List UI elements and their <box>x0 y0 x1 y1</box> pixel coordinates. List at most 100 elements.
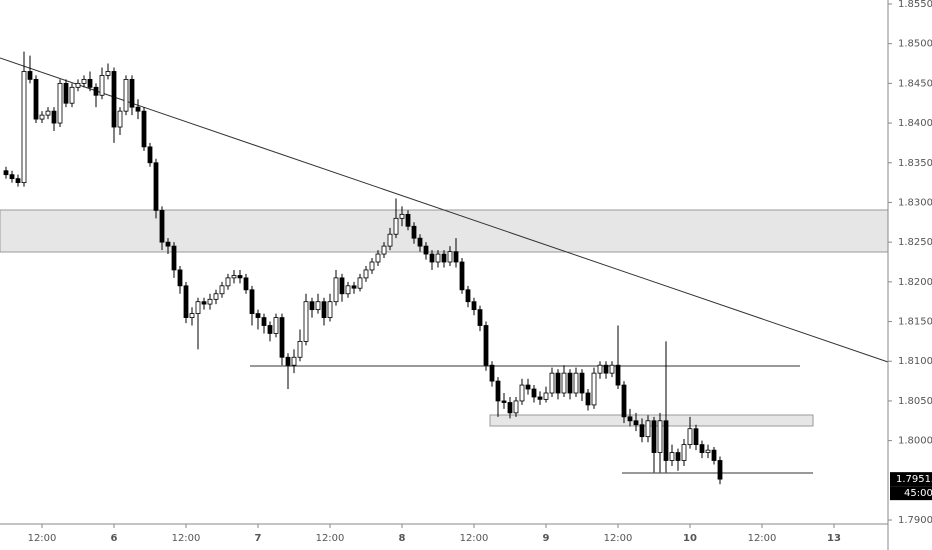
candle-body <box>423 245 429 255</box>
candle-body <box>525 384 531 390</box>
candle-body <box>237 275 243 279</box>
candle-body <box>255 313 261 318</box>
candle-body <box>471 301 477 311</box>
candle-body <box>171 245 177 271</box>
candle-body <box>135 106 141 112</box>
candle-body <box>657 420 663 453</box>
candle-body <box>591 372 597 406</box>
x-tick-label: 12:00 <box>748 533 777 544</box>
candle-body <box>51 110 57 124</box>
price-label-box <box>890 472 932 487</box>
x-tick-label: 13 <box>827 533 841 544</box>
y-tick-label: 1.84000 <box>898 118 932 129</box>
candle-body <box>519 384 525 402</box>
candle-body <box>69 86 75 104</box>
candle-body <box>267 325 273 334</box>
candle-body <box>345 285 351 295</box>
candle-body <box>585 392 591 406</box>
candle-body <box>375 253 381 263</box>
candle-body <box>369 261 375 271</box>
candle-body <box>339 277 345 295</box>
y-tick-label: 1.80500 <box>898 396 932 407</box>
candle-body <box>309 301 315 311</box>
candle-body <box>549 372 555 394</box>
candle-body <box>213 293 219 300</box>
candle-body <box>129 78 135 108</box>
candle-body <box>3 170 9 176</box>
candle-body <box>351 285 357 289</box>
x-tick-label: 12:00 <box>604 533 633 544</box>
candle-body <box>9 174 15 180</box>
countdown: 45:00 <box>904 488 932 499</box>
candle-body <box>501 400 507 403</box>
candle-body <box>261 317 267 326</box>
candle-body <box>621 384 627 418</box>
candle-body <box>291 356 297 366</box>
candle-body <box>477 309 483 326</box>
candle-body <box>537 396 543 400</box>
candle-body <box>495 380 501 402</box>
candle-body <box>627 416 633 422</box>
candle-body <box>429 253 435 263</box>
candle-body <box>219 285 225 295</box>
y-tick-label: 1.82500 <box>898 237 932 248</box>
candle-body <box>183 285 189 318</box>
candle-body <box>357 277 363 289</box>
y-tick-label: 1.81500 <box>898 317 932 328</box>
countdown-box <box>890 486 932 501</box>
candle-body <box>393 217 399 235</box>
candle-body <box>441 253 447 263</box>
candle-body <box>297 340 303 358</box>
candle-body <box>303 301 309 342</box>
candle-body <box>75 82 81 88</box>
candle-body <box>645 420 651 438</box>
candle-body <box>693 428 699 446</box>
candle-body <box>447 251 453 263</box>
x-tick-label: 8 <box>399 533 406 544</box>
candle-body <box>615 364 621 386</box>
candle-body <box>465 289 471 303</box>
candle-body <box>651 420 657 453</box>
candle-body <box>57 82 63 124</box>
candle-body <box>597 364 603 374</box>
candle-body <box>531 388 537 398</box>
x-tick-label: 7 <box>255 533 262 544</box>
candle-body <box>555 372 561 394</box>
candle-body <box>225 277 231 287</box>
y-tick-label: 1.85000 <box>898 39 932 50</box>
candle-body <box>177 269 183 287</box>
candle-body <box>579 372 585 394</box>
candle-body <box>147 146 153 164</box>
candle-body <box>489 364 495 382</box>
candle-body <box>435 253 441 263</box>
x-tick-label: 6 <box>111 533 118 544</box>
candle-body <box>21 71 27 184</box>
candle-body <box>567 372 573 394</box>
candle-body <box>39 114 45 120</box>
candle-body <box>663 420 669 461</box>
candle-body <box>243 277 249 291</box>
candle-body <box>705 449 711 453</box>
candle-body <box>459 261 465 291</box>
candle-body <box>285 356 291 366</box>
resistance-zone <box>0 209 889 253</box>
candle-body <box>363 269 369 279</box>
candle-body <box>483 325 489 366</box>
candle-body <box>573 372 579 394</box>
candle-body <box>195 301 201 315</box>
trend-line <box>0 57 889 363</box>
candle-body <box>507 402 513 414</box>
candle-body <box>99 75 105 96</box>
candle-body <box>453 251 459 263</box>
y-tick-label: 1.83000 <box>898 197 932 208</box>
candle-body <box>273 317 279 334</box>
candle-body <box>711 449 717 461</box>
candle-body <box>153 162 159 211</box>
candle-body <box>15 178 21 184</box>
candle-body <box>105 71 111 76</box>
candle-body <box>675 452 681 461</box>
x-tick-label: 12:00 <box>28 533 57 544</box>
candle-body <box>687 428 693 446</box>
candle-body <box>411 225 417 239</box>
